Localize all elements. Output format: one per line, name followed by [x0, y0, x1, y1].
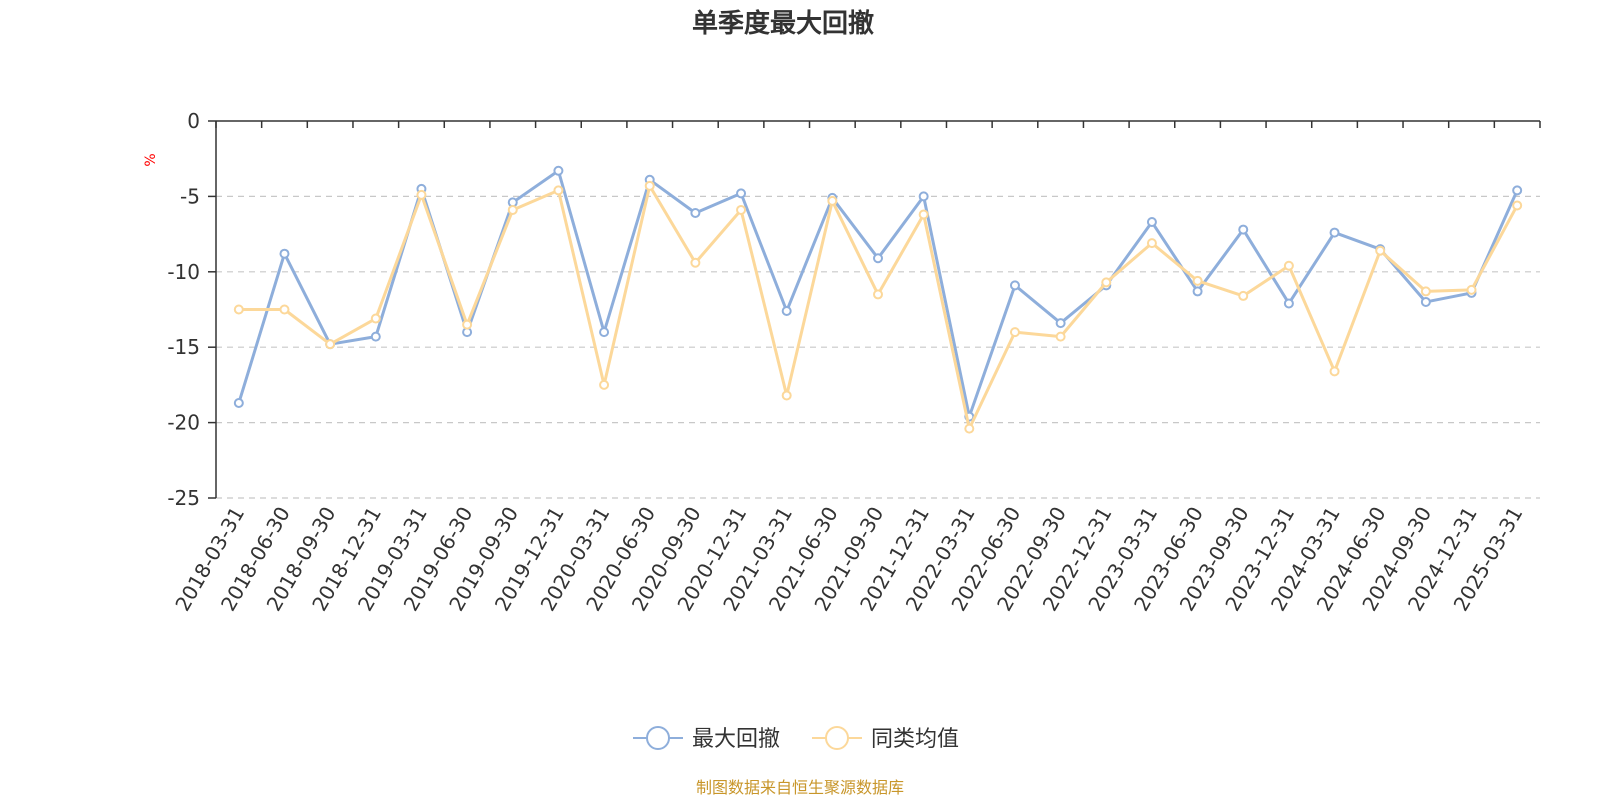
data-point[interactable]: [279, 304, 290, 315]
data-point[interactable]: [370, 331, 381, 342]
y-axis-unit-label: %: [143, 153, 159, 166]
legend-label: 最大回撤: [692, 727, 780, 752]
source-note: 制图数据来自恒生聚源数据库: [696, 778, 904, 797]
data-point[interactable]: [507, 204, 518, 215]
data-point[interactable]: [1009, 327, 1020, 338]
y-tick-label: -25: [167, 486, 200, 510]
data-point[interactable]: [1420, 286, 1431, 297]
chart-title: 单季度最大回撤: [692, 8, 874, 39]
y-tick-label: -15: [167, 335, 200, 359]
legend: 最大回撤 同类均值: [633, 726, 959, 752]
data-point[interactable]: [233, 304, 244, 315]
data-point[interactable]: [1055, 318, 1066, 329]
data-point[interactable]: [873, 289, 883, 300]
data-point[interactable]: [1146, 217, 1157, 228]
data-point[interactable]: [781, 306, 792, 317]
data-point[interactable]: [1146, 238, 1157, 249]
data-point[interactable]: [964, 423, 975, 434]
data-point[interactable]: [918, 209, 929, 220]
data-point[interactable]: [1101, 277, 1112, 288]
data-point[interactable]: [918, 191, 929, 202]
data-point[interactable]: [599, 379, 610, 390]
data-point[interactable]: [1283, 298, 1294, 309]
data-point[interactable]: [1329, 227, 1340, 238]
data-point[interactable]: [1329, 366, 1340, 377]
y-tick-label: -5: [180, 184, 200, 208]
gridlines: [216, 195, 1540, 499]
legend-item[interactable]: 最大回撤: [633, 726, 780, 752]
data-point[interactable]: [1192, 286, 1203, 297]
data-point[interactable]: [1420, 296, 1431, 307]
data-point[interactable]: [1283, 260, 1294, 271]
axes: [215, 120, 1540, 498]
data-point[interactable]: [781, 390, 792, 401]
data-point[interactable]: [1466, 284, 1477, 295]
data-point[interactable]: [690, 257, 701, 268]
y-tick-label: -10: [167, 260, 200, 284]
data-point[interactable]: [1512, 185, 1523, 196]
data-point[interactable]: [1009, 280, 1020, 291]
data-point[interactable]: [1238, 290, 1249, 301]
data-point[interactable]: [599, 327, 610, 338]
data-point[interactable]: [1055, 331, 1066, 342]
data-point[interactable]: [553, 165, 564, 176]
data-point[interactable]: [370, 313, 381, 324]
data-point[interactable]: [325, 339, 336, 350]
data-point[interactable]: [873, 253, 883, 264]
series-layer: [233, 165, 1523, 434]
data-point[interactable]: [462, 319, 473, 330]
legend-marker: [646, 726, 670, 750]
data-point[interactable]: [644, 180, 655, 191]
y-tick-label: 0: [187, 109, 200, 133]
data-point[interactable]: [1375, 245, 1386, 256]
data-point[interactable]: [736, 204, 747, 215]
series-line: [238, 184, 1519, 431]
data-point[interactable]: [827, 195, 838, 206]
data-point[interactable]: [553, 185, 564, 196]
data-point[interactable]: [690, 207, 701, 218]
data-point[interactable]: [1192, 275, 1203, 286]
data-point[interactable]: [279, 248, 290, 259]
legend-marker: [825, 726, 849, 750]
series-2: [233, 180, 1523, 434]
y-tick-label: -20: [167, 411, 200, 435]
data-point[interactable]: [416, 189, 427, 200]
data-point[interactable]: [1238, 224, 1249, 235]
data-point[interactable]: [1512, 200, 1523, 211]
y-axis-ticks: 0 -5 -10 -15 -20 -25: [167, 109, 216, 510]
legend-label: 同类均值: [871, 727, 959, 752]
data-point[interactable]: [233, 397, 244, 408]
legend-item[interactable]: 同类均值: [812, 726, 959, 752]
data-point[interactable]: [736, 188, 747, 199]
